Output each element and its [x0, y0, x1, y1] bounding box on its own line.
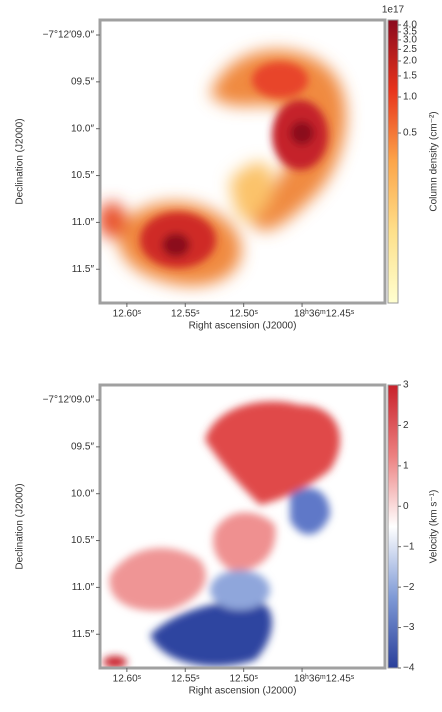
velocity-map — [103, 401, 340, 668]
colorbar-tick-label: 2 — [403, 420, 409, 431]
colorbar-tick-label: 3 — [403, 380, 409, 391]
y-tick-label: −7°12′09.0″ — [43, 30, 95, 41]
colorbar-tick-label: 2.5 — [403, 44, 417, 55]
y-tick-label: 10.5″ — [71, 170, 94, 181]
colorbar-tick-label: 1.0 — [403, 92, 417, 103]
y-tick-label: 09.5″ — [71, 441, 94, 452]
x-tick-label: 12.60ˢ — [113, 309, 142, 320]
y-tick-label: 10.0″ — [71, 123, 94, 134]
y-tick-label: 09.5″ — [71, 76, 94, 87]
y-axis-label: Declination (J2000) — [15, 483, 26, 569]
x-tick-label: 12.60ˢ — [113, 674, 142, 685]
colorbar-tick-label: 3.5 — [403, 27, 417, 38]
y-tick-label: 11.0″ — [72, 582, 95, 593]
colorbar-offset: 1e17 — [382, 5, 405, 16]
colorbar-tick-label: 1.5 — [403, 71, 417, 82]
y-axis-label: Declination (J2000) — [15, 118, 26, 204]
colorbar-label: Velocity (km s⁻¹) — [429, 490, 440, 564]
colorbar-tick-label: 2.0 — [403, 56, 417, 67]
colorbar-tick-label: −3 — [403, 622, 415, 633]
colorbar-label: Column density (cm⁻²) — [429, 111, 440, 211]
y-tick-label: −7°12′09.0″ — [43, 395, 95, 406]
x-tick-label: 12.50ˢ — [229, 309, 258, 320]
colorbar-tick-label: 3.0 — [403, 35, 417, 46]
colorbar — [387, 384, 399, 669]
colorbar-tick-label: −4 — [403, 663, 415, 674]
x-tick-label: 18ʰ36ᵐ12.45ˢ — [294, 674, 355, 685]
colorbar-tick-label: 0.5 — [403, 128, 417, 139]
colorbar-tick-label: 1 — [403, 460, 409, 471]
x-tick-label: 12.55ˢ — [171, 309, 200, 320]
y-tick-label: 11.0″ — [72, 217, 95, 228]
colorbar-tick-label: −2 — [403, 582, 415, 593]
plot-frame — [98, 383, 387, 670]
y-tick-label: 10.5″ — [71, 535, 94, 546]
colorbar-tick-label: 0 — [403, 501, 409, 512]
y-tick-label: 11.5″ — [72, 264, 95, 275]
column-density-map — [100, 49, 347, 286]
colorbar — [387, 19, 399, 304]
x-tick-label: 18ʰ36ᵐ12.45ˢ — [294, 309, 355, 320]
x-axis-label: Right ascension (J2000) — [189, 321, 297, 332]
plot-frame — [98, 18, 387, 305]
x-tick-label: 12.50ˢ — [229, 674, 258, 685]
colorbar-tick-label: 4.0 — [403, 20, 417, 31]
x-tick-label: 12.55ˢ — [171, 674, 200, 685]
y-tick-label: 11.5″ — [72, 629, 95, 640]
x-axis-label: Right ascension (J2000) — [189, 686, 297, 697]
y-tick-label: 10.0″ — [71, 488, 94, 499]
colorbar-tick-label: −1 — [403, 541, 415, 552]
